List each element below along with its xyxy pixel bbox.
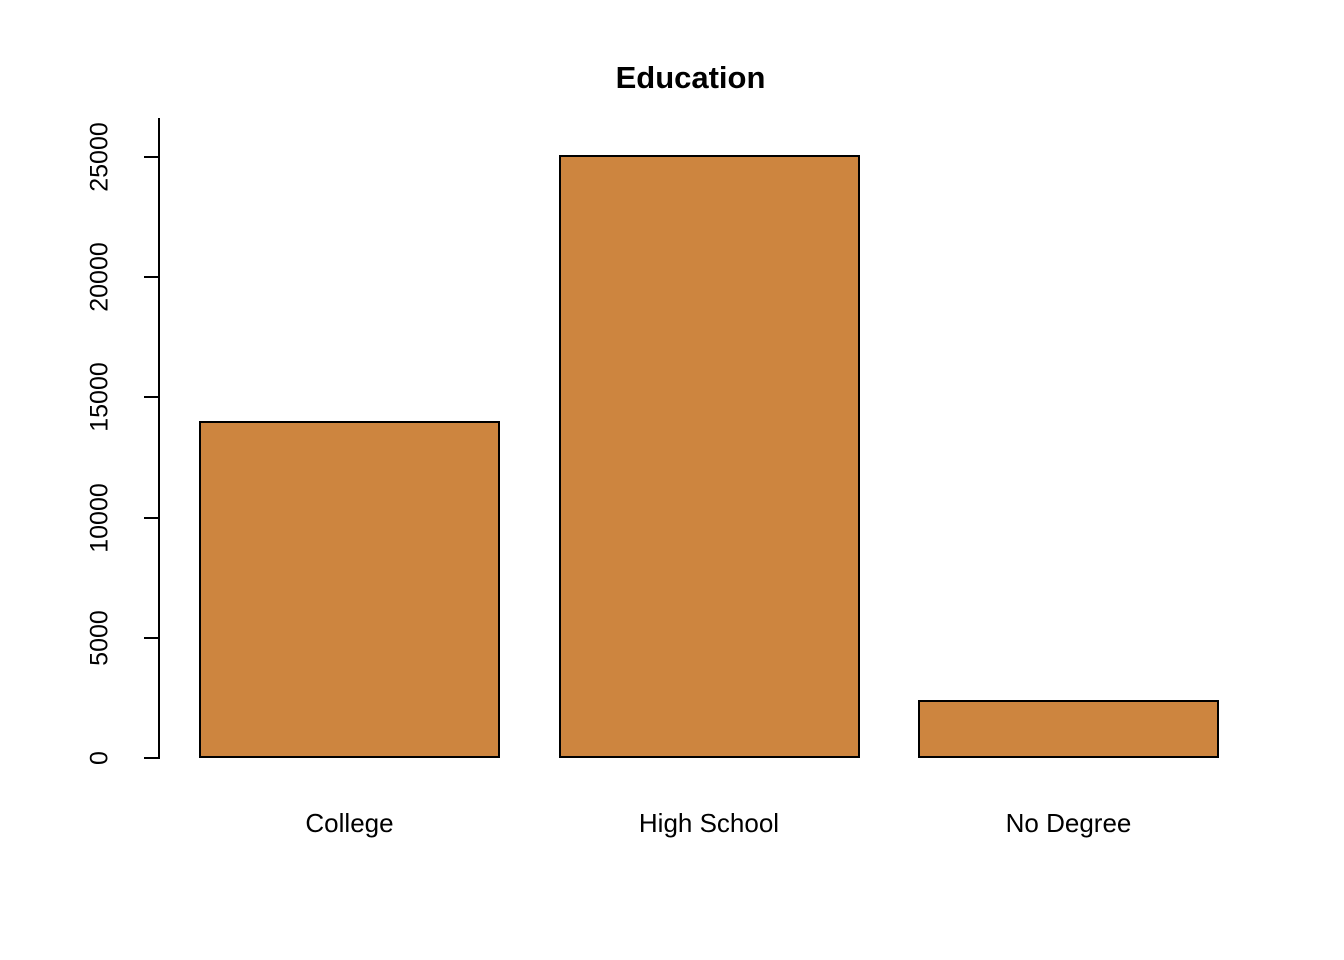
y-tick	[144, 636, 158, 639]
y-tick-label: 15000	[85, 362, 114, 433]
y-tick	[144, 156, 158, 158]
y-tick	[144, 396, 158, 399]
y-tick	[144, 757, 158, 759]
y-tick-label: 25000	[85, 122, 114, 192]
bar-high-school	[558, 154, 860, 758]
x-category-label: High School	[638, 808, 780, 838]
y-tick-label: 5000	[85, 609, 114, 666]
y-axis-line	[158, 118, 160, 759]
y-tick-label: 20000	[85, 242, 114, 312]
x-category-label: No Degree	[1005, 808, 1132, 838]
y-tick	[144, 276, 158, 279]
y-tick-label: 0	[85, 751, 114, 765]
chart-title: Education	[615, 60, 766, 95]
x-category-label: College	[305, 808, 394, 838]
y-tick-label: 10000	[85, 482, 114, 553]
y-tick	[144, 516, 158, 519]
bar-no-degree	[918, 700, 1219, 758]
bar-college	[199, 421, 500, 758]
